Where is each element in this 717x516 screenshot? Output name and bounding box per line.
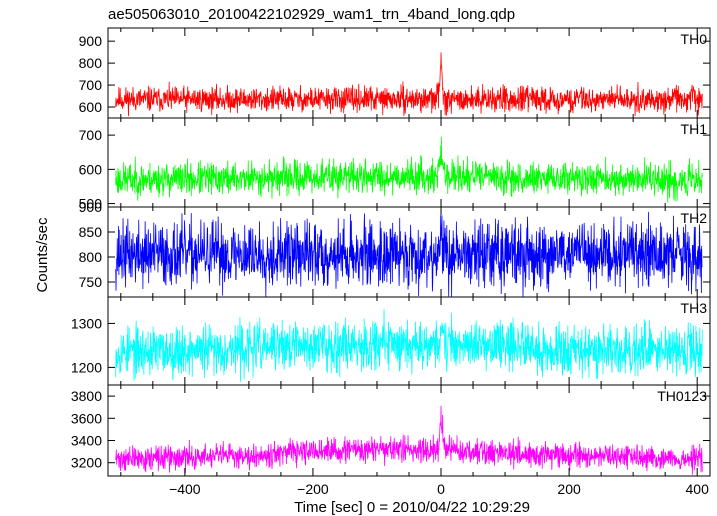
y-tick-label: 1300 — [71, 315, 102, 331]
y-tick-label: 3200 — [71, 455, 102, 471]
series-line-TH1 — [115, 136, 703, 203]
y-axis-label: Counts/sec — [34, 217, 51, 293]
panel-1: TH1 500 600 700 — [79, 117, 711, 212]
series-label-TH3: TH3 — [681, 300, 708, 316]
panel-0: TH0 600 700 800 900 — [79, 27, 711, 119]
y-tick-label: 500 — [79, 196, 103, 212]
y-tick-label: 850 — [79, 224, 103, 240]
series-line-TH0123 — [115, 405, 703, 475]
y-tick-label: 750 — [79, 274, 103, 290]
x-tick-label: 200 — [557, 481, 581, 497]
series-line-TH0 — [115, 52, 703, 117]
series-line-TH3 — [115, 308, 703, 383]
panel-3: TH3 1200 1300 — [71, 296, 711, 386]
y-tick-label: 3800 — [71, 388, 102, 404]
y-tick-label: 900 — [79, 33, 103, 49]
x-axis-label: Time [sec] 0 = 2010/04/22 10:29:29 — [294, 499, 530, 516]
y-tick-label: 700 — [79, 127, 103, 143]
series-label-TH0123: TH0123 — [657, 388, 707, 404]
panels-group: TH0 600 700 800 900 TH1 500 600 700 TH2 750 800 850 9… — [71, 27, 711, 497]
panel-2: TH2 750 800 850 900 — [79, 199, 711, 298]
y-tick-label: 600 — [79, 99, 103, 115]
y-tick-label: 3400 — [71, 432, 102, 448]
y-tick-label: 800 — [79, 249, 103, 265]
y-tick-label: 900 — [79, 199, 103, 215]
series-label-TH0: TH0 — [681, 31, 708, 47]
series-label-TH2: TH2 — [681, 210, 708, 226]
series-label-TH1: TH1 — [681, 121, 708, 137]
y-tick-label: 1200 — [71, 359, 102, 375]
y-tick-label: 800 — [79, 55, 103, 71]
y-tick-label: 600 — [79, 161, 103, 177]
y-tick-label: 700 — [79, 77, 103, 93]
x-tick-label: −200 — [297, 481, 329, 497]
x-tick-label: 400 — [686, 481, 710, 497]
series-line-TH2 — [115, 211, 703, 298]
x-tick-label: −400 — [169, 481, 201, 497]
chart-title: ae505063010_20100422102929_wam1_trn_4ban… — [108, 6, 515, 23]
panel-frame-4 — [107, 384, 711, 477]
y-tick-label: 3600 — [71, 410, 102, 426]
panel-4: TH0123 3200 3400 3600 3800 −400 −200 0 200 400 — [71, 384, 711, 497]
x-tick-label: 0 — [437, 481, 445, 497]
